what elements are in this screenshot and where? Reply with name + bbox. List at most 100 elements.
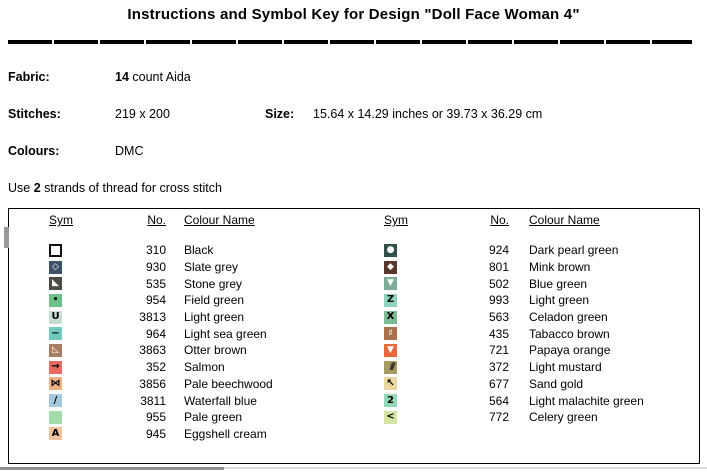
horizontal-scrollbar-thumb[interactable] xyxy=(0,467,224,470)
symbol-swatch: ◺ xyxy=(49,343,62,357)
size-value: 15.64 x 14.29 inches or 39.73 x 36.29 cm xyxy=(313,107,543,121)
dmc-number: 435 xyxy=(488,326,509,341)
symbol-swatch: < xyxy=(384,410,397,424)
dmc-number: 352 xyxy=(145,360,166,375)
dmc-number: 310 xyxy=(145,243,166,258)
symbol-swatch: ▼ xyxy=(384,277,397,291)
header-sym-left: Sym xyxy=(49,213,73,227)
colour-name: Dark pearl green xyxy=(529,243,619,258)
symbol-swatch xyxy=(49,410,62,424)
dmc-number: 563 xyxy=(488,310,509,325)
header-colour-name-left: Colour Name xyxy=(184,213,255,227)
symbol-swatch xyxy=(49,243,62,257)
symbol-swatch: ◆ xyxy=(384,260,397,274)
fabric-label: Fabric: xyxy=(8,70,50,84)
dmc-number: 955 xyxy=(145,410,166,425)
colours-row: Colours: DMC xyxy=(8,144,707,160)
colour-name: Stone grey xyxy=(184,276,243,291)
key-group-left: Sym No. Colour Name 310 Black ◇ 930 Slate gr… xyxy=(49,211,273,442)
symbol-swatch: / xyxy=(49,394,62,408)
colour-name: Light green xyxy=(529,293,590,308)
colour-name: Waterfall blue xyxy=(184,393,257,408)
symbol-swatch: X xyxy=(384,310,397,324)
colour-name: Pale beechwood xyxy=(184,376,273,391)
dmc-number: 945 xyxy=(145,426,166,441)
symbol-swatch: ◇ xyxy=(49,260,62,274)
colour-name: Light mustard xyxy=(529,360,602,375)
dmc-number: 772 xyxy=(488,410,509,425)
stitches-label: Stitches: xyxy=(8,107,61,121)
strands-count: 2 xyxy=(33,181,41,195)
symbol-swatch: ◣ xyxy=(49,277,62,291)
colour-name: Blue green xyxy=(529,276,588,291)
colour-name: Tabacco brown xyxy=(529,326,610,341)
header-sym-right: Sym xyxy=(384,213,408,227)
dmc-number: 564 xyxy=(488,393,509,408)
colour-name: Slate grey xyxy=(184,260,239,275)
colour-name: Mink brown xyxy=(529,260,591,275)
colour-name: Celadon green xyxy=(529,310,608,325)
vertical-scrollbar-thumb[interactable] xyxy=(4,227,9,248)
dmc-number: 964 xyxy=(145,326,166,341)
symbol-swatch: ▼ xyxy=(384,343,397,357)
symbol-swatch: − xyxy=(49,327,62,341)
symbol-swatch: U xyxy=(49,310,62,324)
dmc-number: 930 xyxy=(145,260,166,275)
colours-value: DMC xyxy=(115,144,144,158)
symbol-key-table: Sym No. Colour Name 310 Black ◇ 930 Slate gr… xyxy=(8,208,700,464)
colour-name: Sand gold xyxy=(529,376,584,391)
dmc-number: 801 xyxy=(488,260,509,275)
page-title: Instructions and Symbol Key for Design "… xyxy=(127,6,580,23)
dmc-number: 502 xyxy=(488,276,509,291)
symbol-swatch: ↖ xyxy=(384,377,397,391)
strands-suffix: strands of thread for cross stitch xyxy=(40,181,222,195)
header-no-left: No. xyxy=(147,213,166,227)
colour-name: Black xyxy=(184,243,214,258)
stitches-value: 219 x 200 xyxy=(115,107,170,121)
dmc-number: 924 xyxy=(488,243,509,258)
colour-name: Papaya orange xyxy=(529,343,611,358)
fabric-value: 14 count Aida xyxy=(115,70,191,84)
stitches-row: Stitches: 219 x 200 Size: 15.64 x 14.29 … xyxy=(8,107,707,123)
strands-prefix: Use xyxy=(8,181,34,195)
dmc-number: 677 xyxy=(488,376,509,391)
colour-name: Otter brown xyxy=(184,343,247,358)
size-label: Size: xyxy=(265,107,295,121)
header-no-right: No. xyxy=(490,213,509,227)
symbol-swatch: • xyxy=(49,293,62,307)
symbol-swatch: /// xyxy=(384,360,397,374)
dmc-number: 721 xyxy=(488,343,509,358)
strands-note: Use 2 strands of thread for cross stitch xyxy=(8,181,222,195)
dmc-number: 954 xyxy=(145,293,166,308)
dmc-number: 535 xyxy=(145,276,166,291)
dmc-number: 3863 xyxy=(139,343,166,358)
key-group-right: Sym No. Colour Name ● 924 Dark pearl green… xyxy=(384,211,644,426)
symbol-swatch: ● xyxy=(384,243,397,257)
dmc-number: 993 xyxy=(488,293,509,308)
dmc-number: 3813 xyxy=(139,310,166,325)
fabric-count: 14 xyxy=(115,70,129,84)
header-colour-name-right: Colour Name xyxy=(529,213,600,227)
colours-label: Colours: xyxy=(8,144,60,158)
title-divider-line xyxy=(8,40,692,44)
colour-name: Pale green xyxy=(184,410,243,425)
fabric-row: Fabric: 14 count Aida xyxy=(8,70,707,86)
colour-name: Light green xyxy=(184,310,245,325)
symbol-swatch: Z xyxy=(384,293,397,307)
dmc-number: 3856 xyxy=(139,376,166,391)
colour-name: Light malachite green xyxy=(529,393,644,408)
colour-name: Field green xyxy=(184,293,245,308)
symbol-swatch: ♯ xyxy=(384,327,397,341)
colour-name: Celery green xyxy=(529,410,598,425)
colour-name: Eggshell cream xyxy=(184,426,267,441)
symbol-swatch: 2 xyxy=(384,394,397,408)
colour-name: Light sea green xyxy=(184,326,267,341)
colour-name: Salmon xyxy=(184,360,225,375)
symbol-swatch: → xyxy=(49,360,62,374)
bottom-edge-line xyxy=(0,467,707,469)
fabric-rest: count Aida xyxy=(128,70,191,84)
dmc-number: 3811 xyxy=(140,393,166,408)
dmc-number: 372 xyxy=(488,360,509,375)
symbol-swatch: ⋈ xyxy=(49,377,62,391)
symbol-swatch: A xyxy=(49,427,62,441)
